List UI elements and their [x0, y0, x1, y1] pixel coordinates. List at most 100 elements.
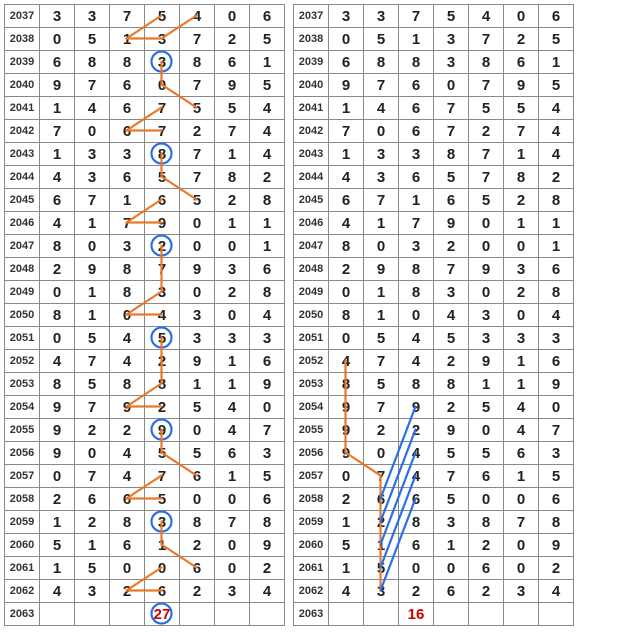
cell: 8	[40, 304, 75, 327]
table-row: 20396883861	[5, 51, 285, 74]
cell: 0	[504, 235, 539, 258]
cell: 0	[329, 465, 364, 488]
cell: 4	[250, 143, 285, 166]
cell: 0	[180, 212, 215, 235]
table-row: 20409760795	[5, 74, 285, 97]
table-row: 206327	[5, 603, 285, 626]
cell: 7	[75, 350, 110, 373]
cell: 6	[539, 350, 574, 373]
cell: 0	[250, 396, 285, 419]
cell: 0	[434, 557, 469, 580]
cell: 8	[250, 189, 285, 212]
cell: 4	[329, 166, 364, 189]
cell: 2	[250, 557, 285, 580]
cell: 1	[329, 511, 364, 534]
cell: 0	[110, 304, 145, 327]
cell: 3	[434, 281, 469, 304]
table-row: 20427067274	[5, 120, 285, 143]
table-row: 20478032001	[294, 235, 574, 258]
cell: 1	[399, 28, 434, 51]
cell: 1	[75, 212, 110, 235]
cell: 8	[250, 281, 285, 304]
table-row: 20605161209	[5, 534, 285, 557]
cell: 4	[399, 327, 434, 350]
cell: 9	[504, 74, 539, 97]
cell: 9	[434, 212, 469, 235]
cell: 1	[364, 212, 399, 235]
cell: 1	[329, 557, 364, 580]
cell: 1	[145, 534, 180, 557]
cell: 5	[145, 166, 180, 189]
cell: 6	[504, 442, 539, 465]
table-row: 20478032001	[5, 235, 285, 258]
cell: 9	[40, 442, 75, 465]
table-row: 20624326234	[5, 580, 285, 603]
row-id: 2043	[294, 143, 329, 166]
cell	[329, 603, 364, 626]
cell: 1	[40, 143, 75, 166]
cell: 7	[539, 419, 574, 442]
table-row: 20549792540	[5, 396, 285, 419]
cell: 8	[75, 51, 110, 74]
table-row: 20559229047	[5, 419, 285, 442]
cell: 2	[180, 580, 215, 603]
row-id: 2042	[294, 120, 329, 143]
cell: 6	[469, 557, 504, 580]
cell: 0	[399, 304, 434, 327]
cell: 0	[504, 5, 539, 28]
cell: 1	[215, 212, 250, 235]
cell: 1	[215, 465, 250, 488]
cell: 8	[180, 511, 215, 534]
cell: 27	[145, 603, 180, 626]
cell: 8	[110, 281, 145, 304]
cell: 1	[434, 534, 469, 557]
cell: 0	[40, 281, 75, 304]
table-row: 20456716528	[5, 189, 285, 212]
table-row: 20582665006	[294, 488, 574, 511]
cell	[364, 603, 399, 626]
cell: 3	[399, 143, 434, 166]
cell: 7	[145, 120, 180, 143]
cell: 3	[329, 5, 364, 28]
cell: 3	[469, 327, 504, 350]
cell: 1	[364, 281, 399, 304]
cell: 6	[110, 166, 145, 189]
cell: 5	[75, 28, 110, 51]
cell: 1	[215, 350, 250, 373]
table-row: 20549792540	[294, 396, 574, 419]
cell: 9	[75, 258, 110, 281]
cell: 7	[399, 5, 434, 28]
cell: 0	[364, 442, 399, 465]
row-id: 2040	[5, 74, 40, 97]
cell: 6	[110, 534, 145, 557]
cell: 2	[539, 557, 574, 580]
table-row: 20570747615	[294, 465, 574, 488]
cell: 4	[399, 442, 434, 465]
cell	[75, 603, 110, 626]
cell: 6	[399, 166, 434, 189]
cell: 5	[40, 534, 75, 557]
cell: 3	[434, 511, 469, 534]
cell: 6	[250, 488, 285, 511]
cell: 16	[399, 603, 434, 626]
cell: 1	[539, 235, 574, 258]
row-id: 2048	[294, 258, 329, 281]
cell: 3	[399, 235, 434, 258]
cell: 7	[469, 28, 504, 51]
cell: 7	[364, 189, 399, 212]
cell: 8	[40, 373, 75, 396]
cell: 0	[504, 557, 539, 580]
cell: 9	[40, 396, 75, 419]
cell: 3	[434, 51, 469, 74]
cell: 8	[399, 511, 434, 534]
cell	[434, 603, 469, 626]
cell: 4	[434, 304, 469, 327]
cell: 7	[250, 419, 285, 442]
row-id: 2061	[5, 557, 40, 580]
table-row: 20490183028	[5, 281, 285, 304]
cell: 4	[329, 350, 364, 373]
row-id: 2058	[294, 488, 329, 511]
left-table: 2037337540620380513725203968838612040976…	[4, 4, 285, 626]
cell: 5	[145, 488, 180, 511]
row-id: 2061	[294, 557, 329, 580]
